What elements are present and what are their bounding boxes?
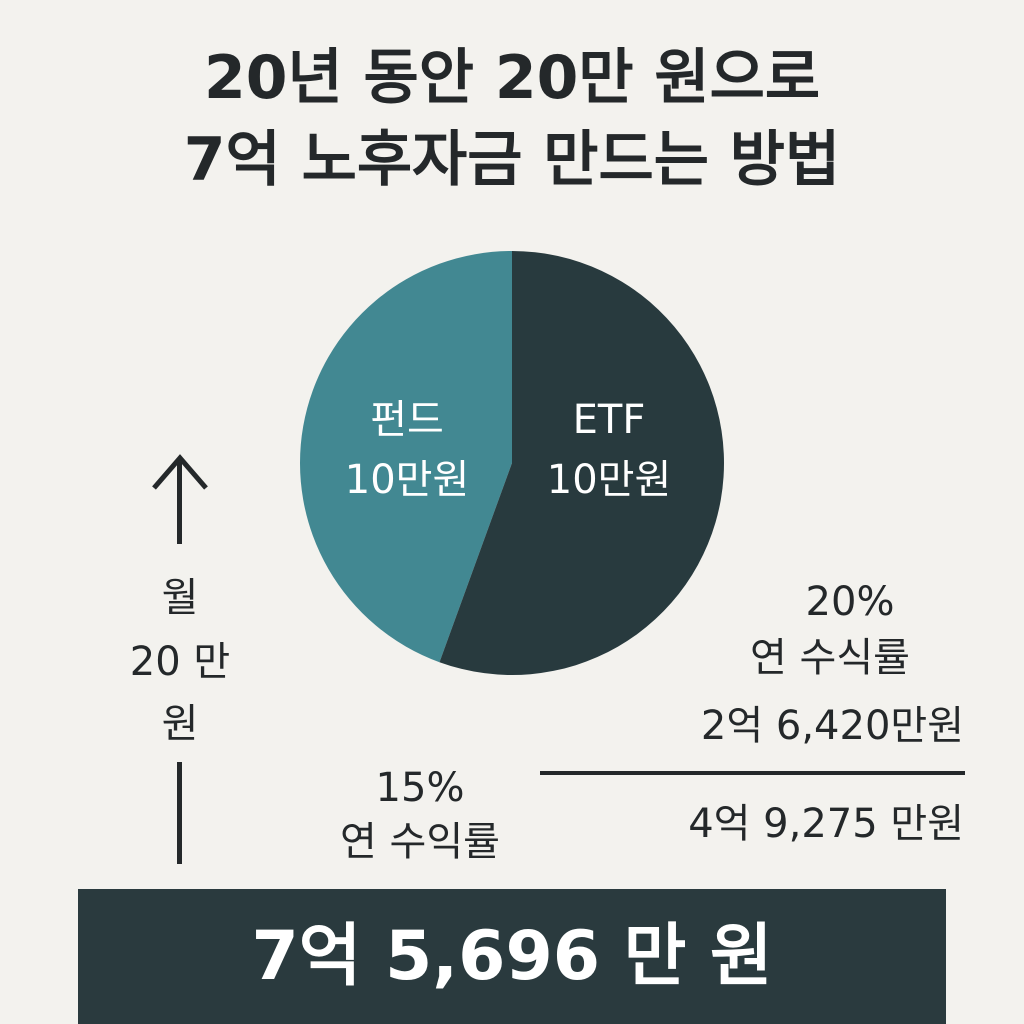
up-arrow-icon xyxy=(152,454,208,490)
total-amount: 7억 5,696 만 원 xyxy=(251,917,773,996)
fund-amount: 4억 9,275 만원 xyxy=(688,801,964,847)
fund-rate-percent: 15% xyxy=(375,765,465,811)
etf-rate-percent: 20% xyxy=(805,579,895,625)
pie-slice-etf xyxy=(439,251,724,675)
etf-rate-label: 연 수식률 xyxy=(750,635,910,681)
allocation-pie-chart: 펀드 10만원 ETF 10만원 xyxy=(299,251,724,675)
arrow-tail xyxy=(177,762,182,864)
fund-slice-label-name: 펀드 xyxy=(370,397,444,443)
monthly-label-3: 원 xyxy=(161,701,199,747)
divider-line xyxy=(540,771,965,775)
total-box: 7억 5,696 만 원 xyxy=(78,889,946,1024)
monthly-label-2: 20 만 xyxy=(129,639,231,685)
etf-amount: 2억 6,420만원 xyxy=(700,703,964,749)
etf-slice-label-name: ETF xyxy=(573,397,646,443)
monthly-label-1: 월 xyxy=(161,575,199,621)
arrow-shaft xyxy=(177,462,182,544)
title-line-1: 20년 동안 20만 원으로 xyxy=(203,43,821,113)
etf-slice-label-amount: 10만원 xyxy=(547,457,672,503)
pie-slice-fund xyxy=(299,251,512,663)
fund-rate-label: 연 수익률 xyxy=(340,819,500,865)
fund-slice-label-amount: 10만원 xyxy=(345,457,470,503)
title-line-2: 7억 노후자금 만드는 방법 xyxy=(183,125,841,195)
